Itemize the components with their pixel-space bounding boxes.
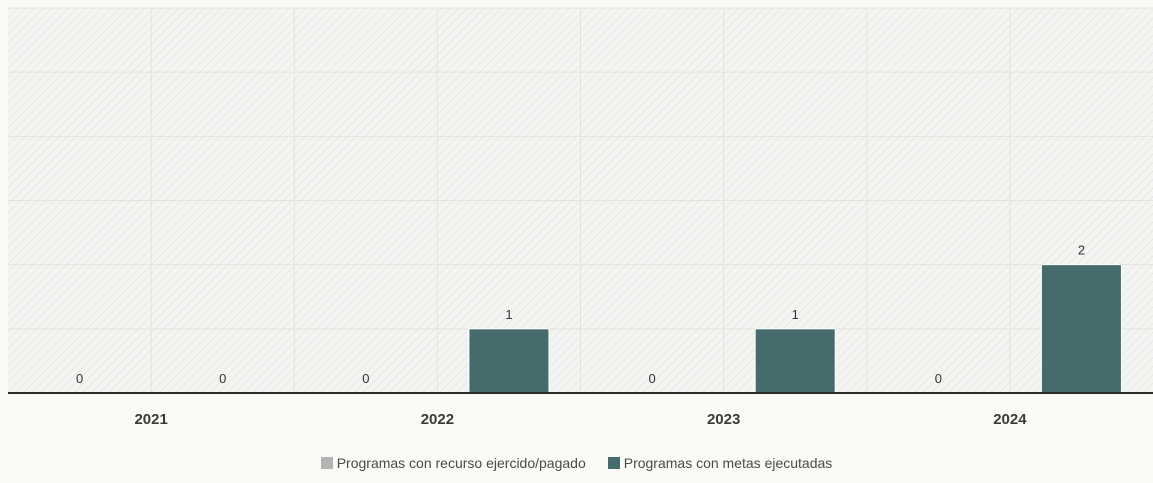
data-label-metas-2023: 1 — [792, 307, 799, 322]
bars — [39, 264, 1122, 394]
legend-item-recurso[interactable]: Programas con recurso ejercido/pagado — [320, 455, 586, 471]
bar-metas-2024[interactable] — [1040, 264, 1122, 394]
x-axis-tick-labels: 2021 2022 2023 2024 — [134, 411, 1027, 428]
data-label-recurso-2022: 0 — [362, 371, 369, 386]
x-tick-label-2024: 2024 — [993, 411, 1027, 428]
bar-metas-2022[interactable] — [468, 328, 550, 394]
x-tick-label-2021: 2021 — [134, 411, 167, 428]
data-label-metas-2021: 0 — [219, 371, 226, 386]
bar-metas-2023[interactable] — [754, 328, 836, 394]
legend-swatch-recurso — [320, 457, 333, 469]
data-label-metas-2024: 2 — [1078, 243, 1085, 258]
data-label-recurso-2023: 0 — [648, 371, 655, 386]
legend: Programas con recurso ejercido/pagado Pr… — [0, 455, 1153, 471]
x-tick-label-2022: 2022 — [421, 411, 454, 428]
legend-label-recurso: Programas con recurso ejercido/pagado — [336, 455, 586, 471]
grid-lines — [8, 7, 1153, 393]
legend-item-metas[interactable]: Programas con metas ejecutadas — [607, 455, 833, 471]
data-label-metas-2022: 1 — [505, 307, 512, 322]
data-label-recurso-2021: 0 — [76, 371, 83, 386]
data-label-recurso-2024: 0 — [935, 371, 942, 386]
legend-label-metas: Programas con metas ejecutadas — [623, 455, 833, 471]
x-tick-label-2023: 2023 — [707, 411, 740, 428]
legend-swatch-metas — [607, 457, 620, 469]
data-labels: 0 0 0 1 0 1 0 2 — [76, 243, 1085, 386]
